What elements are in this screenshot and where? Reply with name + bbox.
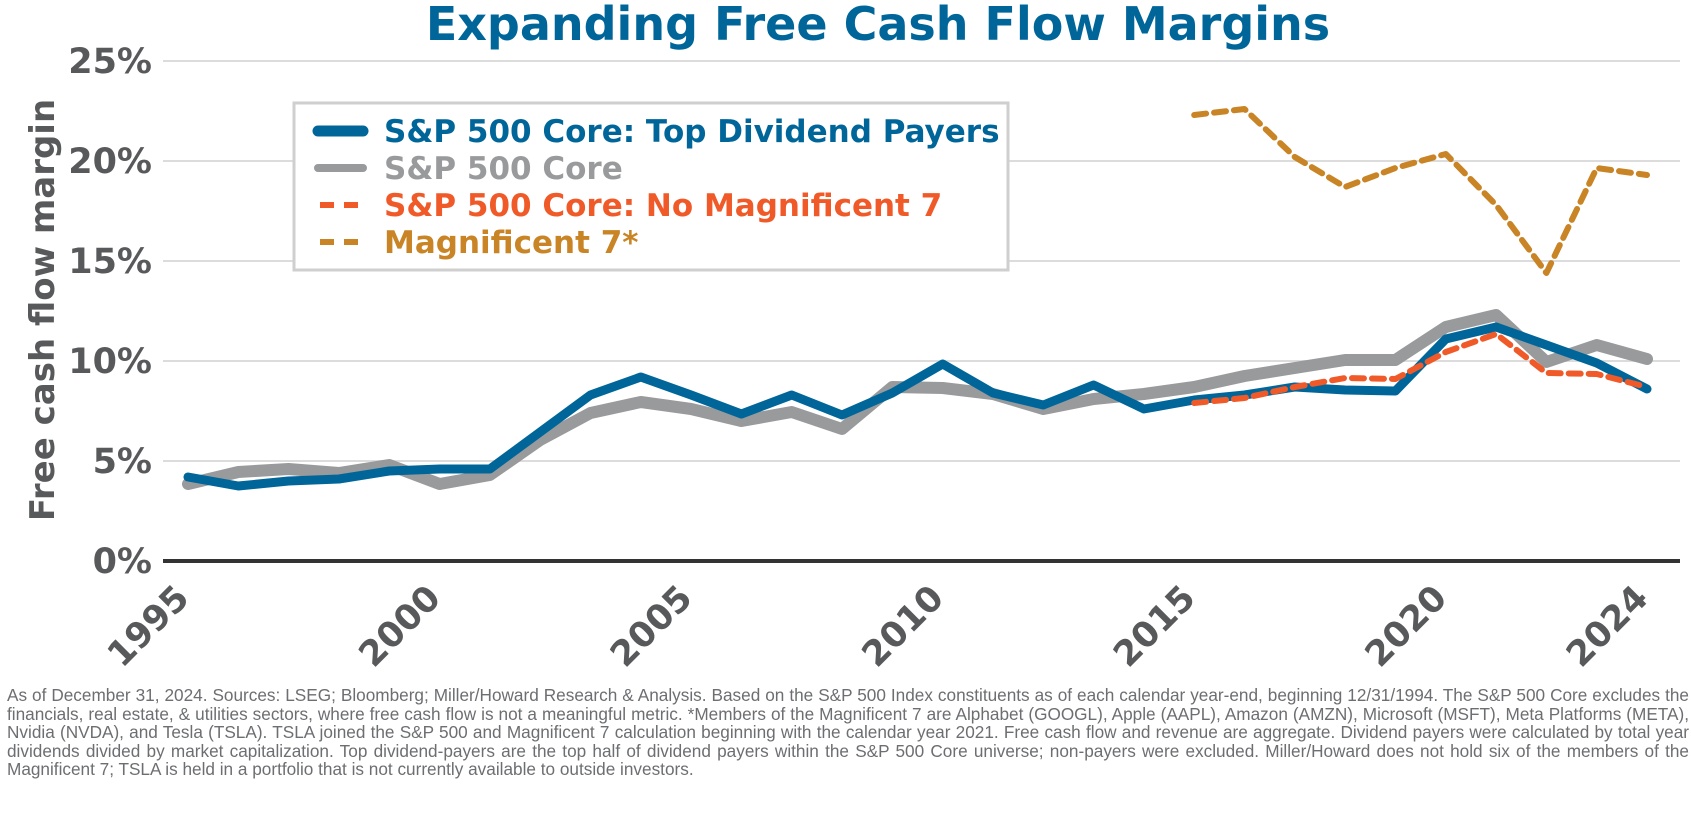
- x-tick-label: 1995: [100, 578, 197, 675]
- y-tick-label: 10%: [68, 342, 152, 382]
- x-tick-label: 2024: [1559, 578, 1656, 675]
- y-tick-label: 15%: [68, 242, 152, 282]
- x-tick-label: 2000: [352, 578, 449, 675]
- series-line-0: [182, 309, 1653, 490]
- y-tick-label: 5%: [93, 442, 152, 482]
- legend-label: S&P 500 Core: No Magnificent 7: [384, 188, 942, 224]
- x-tick-label: 2005: [603, 578, 700, 675]
- legend-label: S&P 500 Core: [384, 151, 623, 187]
- y-tick-label: 0%: [93, 542, 152, 582]
- legend-label: Magnificent 7*: [384, 225, 639, 261]
- footnote: As of December 31, 2024. Sources: LSEG; …: [7, 685, 1689, 779]
- y-axis-ticks: 0% 5% 10% 15% 20% 25%: [68, 42, 152, 582]
- series-line-2: [1191, 331, 1650, 406]
- legend-label: S&P 500 Core: Top Dividend Payers: [384, 114, 1000, 150]
- x-tick-label: 2015: [1106, 578, 1203, 675]
- y-axis-label: Free cash flow margin: [23, 99, 63, 521]
- y-tick-label: 25%: [68, 42, 152, 82]
- series-line-1: [183, 322, 1652, 491]
- series-layer: [182, 106, 1653, 491]
- y-tick-label: 20%: [68, 142, 152, 182]
- x-axis-ticks: 1995 2000 2005 2010 2015 2020 2024: [100, 578, 1656, 675]
- chart: Expanding Free Cash Flow Margins Free ca…: [23, 0, 1680, 675]
- x-tick-label: 2020: [1358, 578, 1455, 675]
- series-line-3: [1191, 106, 1650, 276]
- legend-box: [292, 101, 1010, 272]
- x-tick-label: 2010: [855, 578, 952, 675]
- chart-title: Expanding Free Cash Flow Margins: [426, 0, 1330, 51]
